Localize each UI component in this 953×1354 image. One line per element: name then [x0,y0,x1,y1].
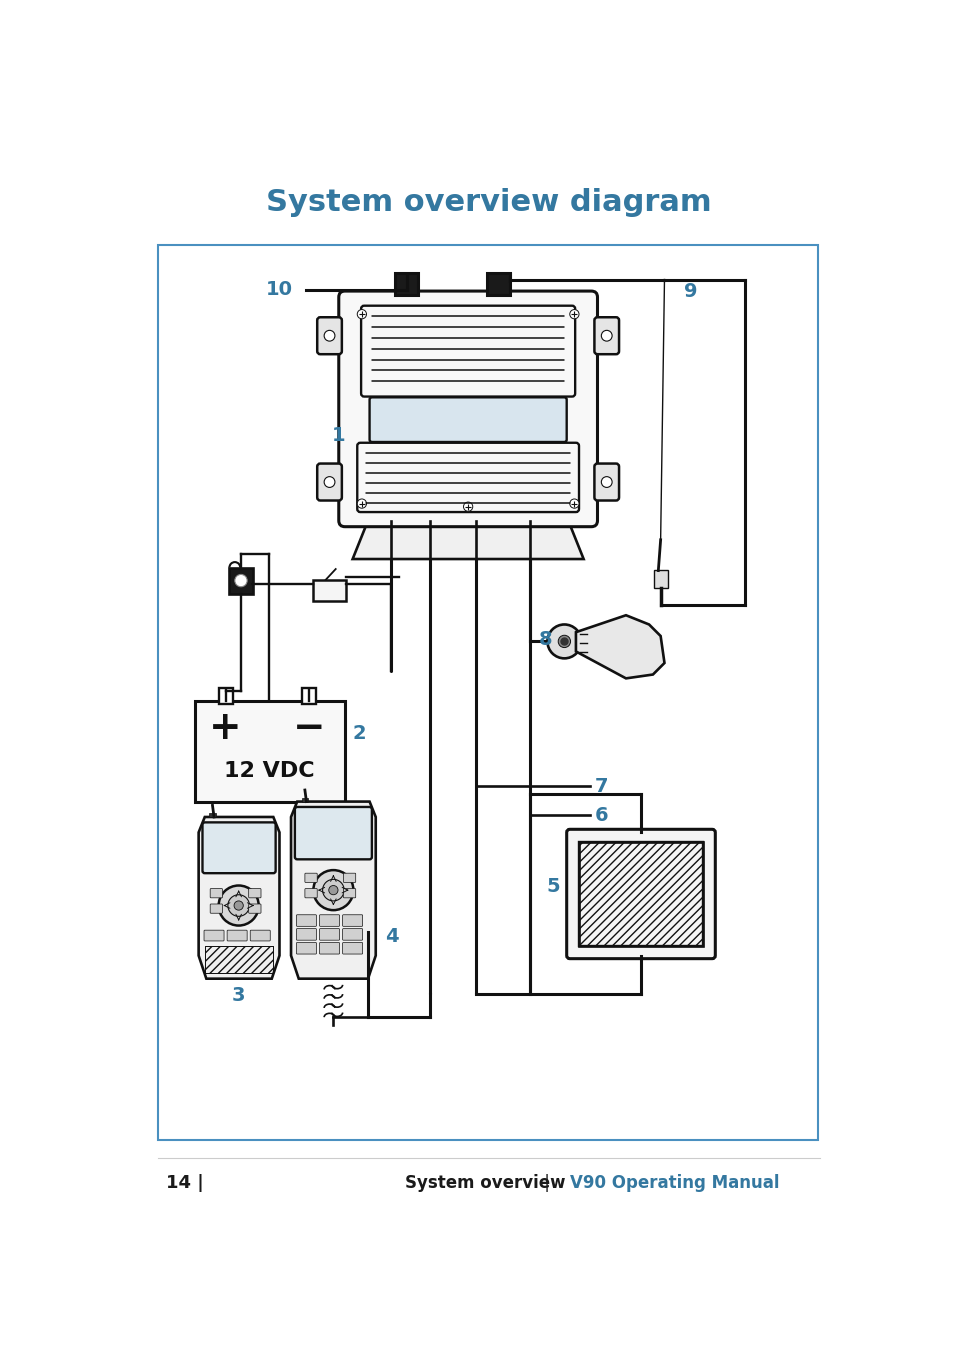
FancyBboxPatch shape [319,929,339,940]
Circle shape [218,886,258,926]
Circle shape [234,574,247,586]
FancyBboxPatch shape [395,274,417,295]
FancyBboxPatch shape [319,942,339,955]
FancyBboxPatch shape [229,569,253,594]
FancyBboxPatch shape [296,915,316,926]
FancyBboxPatch shape [342,929,362,940]
Circle shape [324,330,335,341]
FancyBboxPatch shape [249,888,261,898]
FancyBboxPatch shape [594,317,618,355]
FancyBboxPatch shape [296,942,316,955]
Circle shape [228,895,249,917]
Circle shape [324,477,335,487]
FancyBboxPatch shape [338,291,597,527]
FancyBboxPatch shape [566,829,715,959]
Text: 2: 2 [353,724,366,743]
Text: 14 |: 14 | [166,1174,204,1192]
Text: 8: 8 [538,631,552,650]
FancyBboxPatch shape [369,397,566,441]
Text: 10: 10 [265,280,293,299]
FancyBboxPatch shape [202,822,275,873]
FancyBboxPatch shape [204,930,224,941]
FancyBboxPatch shape [227,930,247,941]
Polygon shape [576,615,664,678]
Bar [313,580,346,601]
Polygon shape [353,520,583,559]
Text: −: − [293,709,325,747]
Polygon shape [291,802,375,979]
Circle shape [463,502,473,512]
Text: |: | [538,1174,554,1192]
Text: 5: 5 [546,877,560,896]
FancyBboxPatch shape [305,873,317,883]
Text: System overview diagram: System overview diagram [266,188,711,217]
Text: 3: 3 [232,986,245,1005]
Circle shape [313,871,353,910]
Circle shape [322,879,344,900]
Circle shape [569,500,578,508]
Circle shape [329,886,337,895]
Circle shape [356,500,366,508]
Text: 12 VDC: 12 VDC [224,761,314,781]
Circle shape [547,624,580,658]
Circle shape [600,477,612,487]
FancyBboxPatch shape [296,929,316,940]
Circle shape [600,330,612,341]
FancyBboxPatch shape [342,915,362,926]
Text: +: + [209,709,242,747]
FancyBboxPatch shape [210,904,222,913]
Circle shape [233,900,243,910]
FancyBboxPatch shape [594,463,618,501]
Text: System overview: System overview [404,1174,565,1192]
FancyBboxPatch shape [317,317,341,355]
FancyBboxPatch shape [218,688,233,704]
FancyBboxPatch shape [342,942,362,955]
FancyBboxPatch shape [294,807,372,860]
Polygon shape [198,816,279,979]
Text: 7: 7 [594,777,607,796]
FancyBboxPatch shape [210,814,215,816]
Text: 9: 9 [683,283,697,302]
FancyBboxPatch shape [301,688,315,704]
Circle shape [558,635,570,647]
Circle shape [569,310,578,318]
Text: 6: 6 [594,806,607,825]
FancyBboxPatch shape [653,570,667,588]
FancyBboxPatch shape [210,888,222,898]
FancyBboxPatch shape [317,463,341,501]
Text: V90 Operating Manual: V90 Operating Manual [569,1174,779,1192]
FancyBboxPatch shape [301,798,308,802]
FancyBboxPatch shape [319,915,339,926]
Bar [194,701,345,802]
FancyBboxPatch shape [343,888,355,898]
FancyBboxPatch shape [343,873,355,883]
Circle shape [356,310,366,318]
FancyBboxPatch shape [249,904,261,913]
FancyBboxPatch shape [487,274,510,295]
Text: 4: 4 [385,927,398,946]
FancyBboxPatch shape [250,930,270,941]
FancyBboxPatch shape [305,888,317,898]
Text: 1: 1 [332,427,345,445]
